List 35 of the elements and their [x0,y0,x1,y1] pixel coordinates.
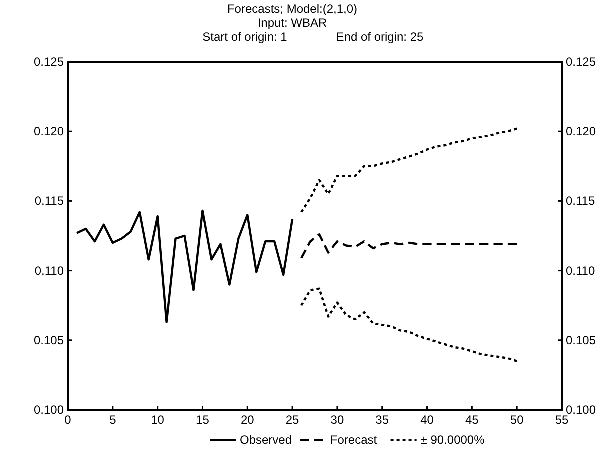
y2-tick-label: 0.125 [566,55,596,69]
text: End of origin: 25 [336,30,424,44]
line-series [76,210,294,324]
y-tick-label: 0.110 [34,264,64,278]
y-tick-label: 0.120 [34,124,64,139]
y2-tick-label: 0.100 [566,403,596,417]
line-series [300,234,518,260]
y-tick-label: 0.105 [34,333,64,348]
y-tick-label: 0.115 [34,194,64,208]
x-tick-label: 0 [64,413,72,427]
x-tick-label: 45 [466,413,480,427]
legend-label: ± 90.0000% [420,433,486,447]
y2-tick-label: 0.115 [566,194,596,208]
x-tick-label: 25 [286,413,300,427]
x-tick-label: 40 [420,413,434,427]
x-tick-label: 5 [110,413,117,427]
y-tick-label: 0.125 [34,55,64,69]
line-series [300,128,518,214]
x-tick-label: 20 [240,413,255,427]
x-tick-label: 15 [196,413,210,427]
x-tick-label: 35 [376,413,390,427]
x-tick-label: 10 [151,413,165,427]
legend-label: Forecast [330,433,378,447]
chart-subtitle: Input: WBAR [258,16,328,30]
legend-label: Observed [240,433,292,447]
x-tick-label: 50 [510,413,524,427]
y2-tick-label: 0.120 [566,124,596,139]
chart-title: Forecasts; Model:(2,1,0) [227,2,358,16]
x-tick-label: 55 [555,413,569,427]
text: Start of origin: 1 [202,30,288,44]
y2-tick-label: 0.105 [566,333,596,348]
y-tick-label: 0.100 [34,403,64,417]
line-series [300,288,518,362]
y2-tick-label: 0.110 [566,264,596,278]
x-tick-label: 30 [330,413,344,427]
